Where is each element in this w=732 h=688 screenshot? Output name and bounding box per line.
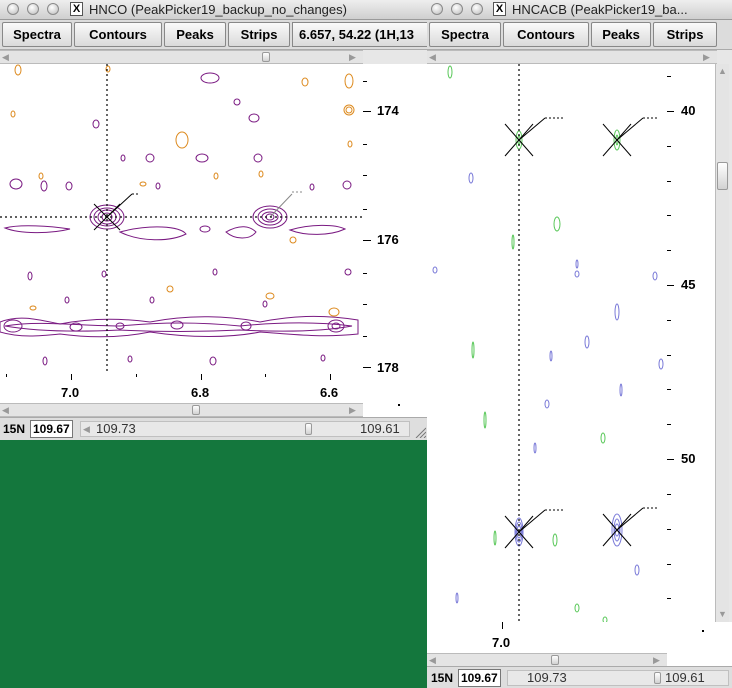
- zoom-window-icon[interactable]: [471, 3, 483, 15]
- plane-value-field[interactable]: 109.67: [30, 420, 73, 438]
- scroll-left-icon[interactable]: ◀: [2, 52, 9, 62]
- hnco-contour-plot[interactable]: [0, 64, 363, 374]
- scroll-right-icon[interactable]: ▶: [349, 405, 356, 415]
- hncacb-titlebar[interactable]: X HNCACB (PeakPicker19_ba...: [427, 0, 732, 20]
- plane-slider-thumb[interactable]: [305, 423, 312, 435]
- scroll-thumb[interactable]: [717, 162, 728, 190]
- bottom-horizontal-scrollbar[interactable]: ◀ ▶: [427, 653, 667, 667]
- x-tick-label: 7.0: [61, 385, 80, 400]
- strips-button[interactable]: Strips: [653, 22, 717, 47]
- hnco-corner: [363, 374, 428, 418]
- plane-min-value: 109.73: [96, 421, 136, 436]
- hncacb-toolbar: Spectra Contours Peaks Strips: [427, 20, 732, 50]
- scroll-left-icon[interactable]: ◀: [2, 405, 9, 415]
- y-tick-label: 178: [377, 360, 399, 375]
- plane-max-value: 109.61: [360, 421, 400, 436]
- hnco-contour-canvas[interactable]: [0, 64, 363, 374]
- bottom-horizontal-scrollbar[interactable]: ◀ ▶: [0, 403, 363, 417]
- dimension-label: 15N: [431, 671, 454, 685]
- hncacb-plane-bar: 15N 109.67 109.73 109.61: [427, 666, 732, 688]
- contours-button[interactable]: Contours: [74, 22, 162, 47]
- minimize-window-icon[interactable]: [27, 3, 39, 15]
- hncacb-window: X HNCACB (PeakPicker19_ba... Spectra Con…: [427, 0, 732, 688]
- hncacb-contour-plot[interactable]: [427, 64, 667, 622]
- scroll-thumb[interactable]: [262, 52, 270, 62]
- spectra-button[interactable]: Spectra: [2, 22, 72, 47]
- close-window-icon[interactable]: [431, 3, 443, 15]
- minimize-window-icon[interactable]: [451, 3, 463, 15]
- peaks-button[interactable]: Peaks: [591, 22, 651, 47]
- scroll-down-icon[interactable]: ▼: [718, 609, 727, 619]
- plane-max-value: 109.61: [665, 670, 705, 685]
- spectra-button[interactable]: Spectra: [429, 22, 501, 47]
- scroll-thumb[interactable]: [192, 405, 200, 415]
- scroll-left-icon[interactable]: ◀: [429, 52, 436, 62]
- x-tick-label: 6.8: [191, 385, 210, 400]
- scroll-thumb[interactable]: [551, 655, 559, 665]
- plane-min-value: 109.73: [527, 670, 567, 685]
- top-horizontal-scrollbar[interactable]: ◀ ▶: [0, 50, 363, 64]
- vertical-scrollbar[interactable]: ▲ ▼: [715, 64, 729, 622]
- x-tick-label: 7.0: [492, 635, 511, 650]
- hnco-toolbar: Spectra Contours Peaks Strips 6.657, 54.…: [0, 20, 428, 50]
- hnco-x-axis: 7.0 6.8 6.6: [0, 374, 363, 404]
- slider-left-icon[interactable]: ◀: [83, 424, 90, 434]
- zoom-window-icon[interactable]: [47, 3, 59, 15]
- strips-button[interactable]: Strips: [228, 22, 290, 47]
- window-title: HNCO (PeakPicker19_backup_no_changes): [89, 2, 347, 17]
- scroll-right-icon[interactable]: ▶: [349, 52, 356, 62]
- resize-grip-icon[interactable]: [414, 426, 426, 438]
- y-tick-label: 176: [377, 232, 399, 247]
- hncacb-corner: [667, 622, 732, 667]
- hncacb-contour-canvas[interactable]: [427, 64, 667, 622]
- scroll-right-icon[interactable]: ▶: [653, 655, 660, 665]
- plane-slider-thumb[interactable]: [654, 672, 661, 684]
- close-window-icon[interactable]: [7, 3, 19, 15]
- scroll-right-icon[interactable]: ▶: [703, 52, 710, 62]
- scroll-up-icon[interactable]: ▲: [718, 66, 727, 76]
- hnco-window: X HNCO (PeakPicker19_backup_no_changes) …: [0, 0, 428, 440]
- plane-slider[interactable]: ◀: [80, 421, 410, 437]
- peaks-button[interactable]: Peaks: [164, 22, 226, 47]
- x11-app-icon: X: [70, 2, 83, 16]
- hncacb-y-axis: 40 45 50: [667, 64, 715, 622]
- y-tick-label: 45: [681, 277, 696, 292]
- dimension-label: 15N: [3, 422, 26, 436]
- hnco-titlebar[interactable]: X HNCO (PeakPicker19_backup_no_changes): [0, 0, 428, 20]
- contours-button[interactable]: Contours: [503, 22, 589, 47]
- x-tick-label: 6.6: [320, 385, 339, 400]
- x11-app-icon: X: [493, 2, 506, 16]
- hncacb-x-axis: 7.0: [427, 622, 667, 654]
- pointer-coordinate-readout: 6.657, 54.22 (1H,13: [292, 22, 428, 47]
- top-horizontal-scrollbar[interactable]: ◀ ▶: [427, 50, 717, 64]
- scroll-left-icon[interactable]: ◀: [429, 655, 436, 665]
- y-tick-label: 40: [681, 103, 696, 118]
- y-tick-label: 174: [377, 103, 399, 118]
- hnco-y-axis: 174 176 178: [363, 64, 428, 375]
- plane-slider[interactable]: [507, 670, 729, 686]
- window-title: HNCACB (PeakPicker19_ba...: [512, 2, 688, 17]
- y-tick-label: 50: [681, 451, 696, 466]
- plane-value-field[interactable]: 109.67: [458, 669, 501, 687]
- hnco-plane-bar: 15N 109.67 ◀ 109.73 109.61: [0, 417, 428, 440]
